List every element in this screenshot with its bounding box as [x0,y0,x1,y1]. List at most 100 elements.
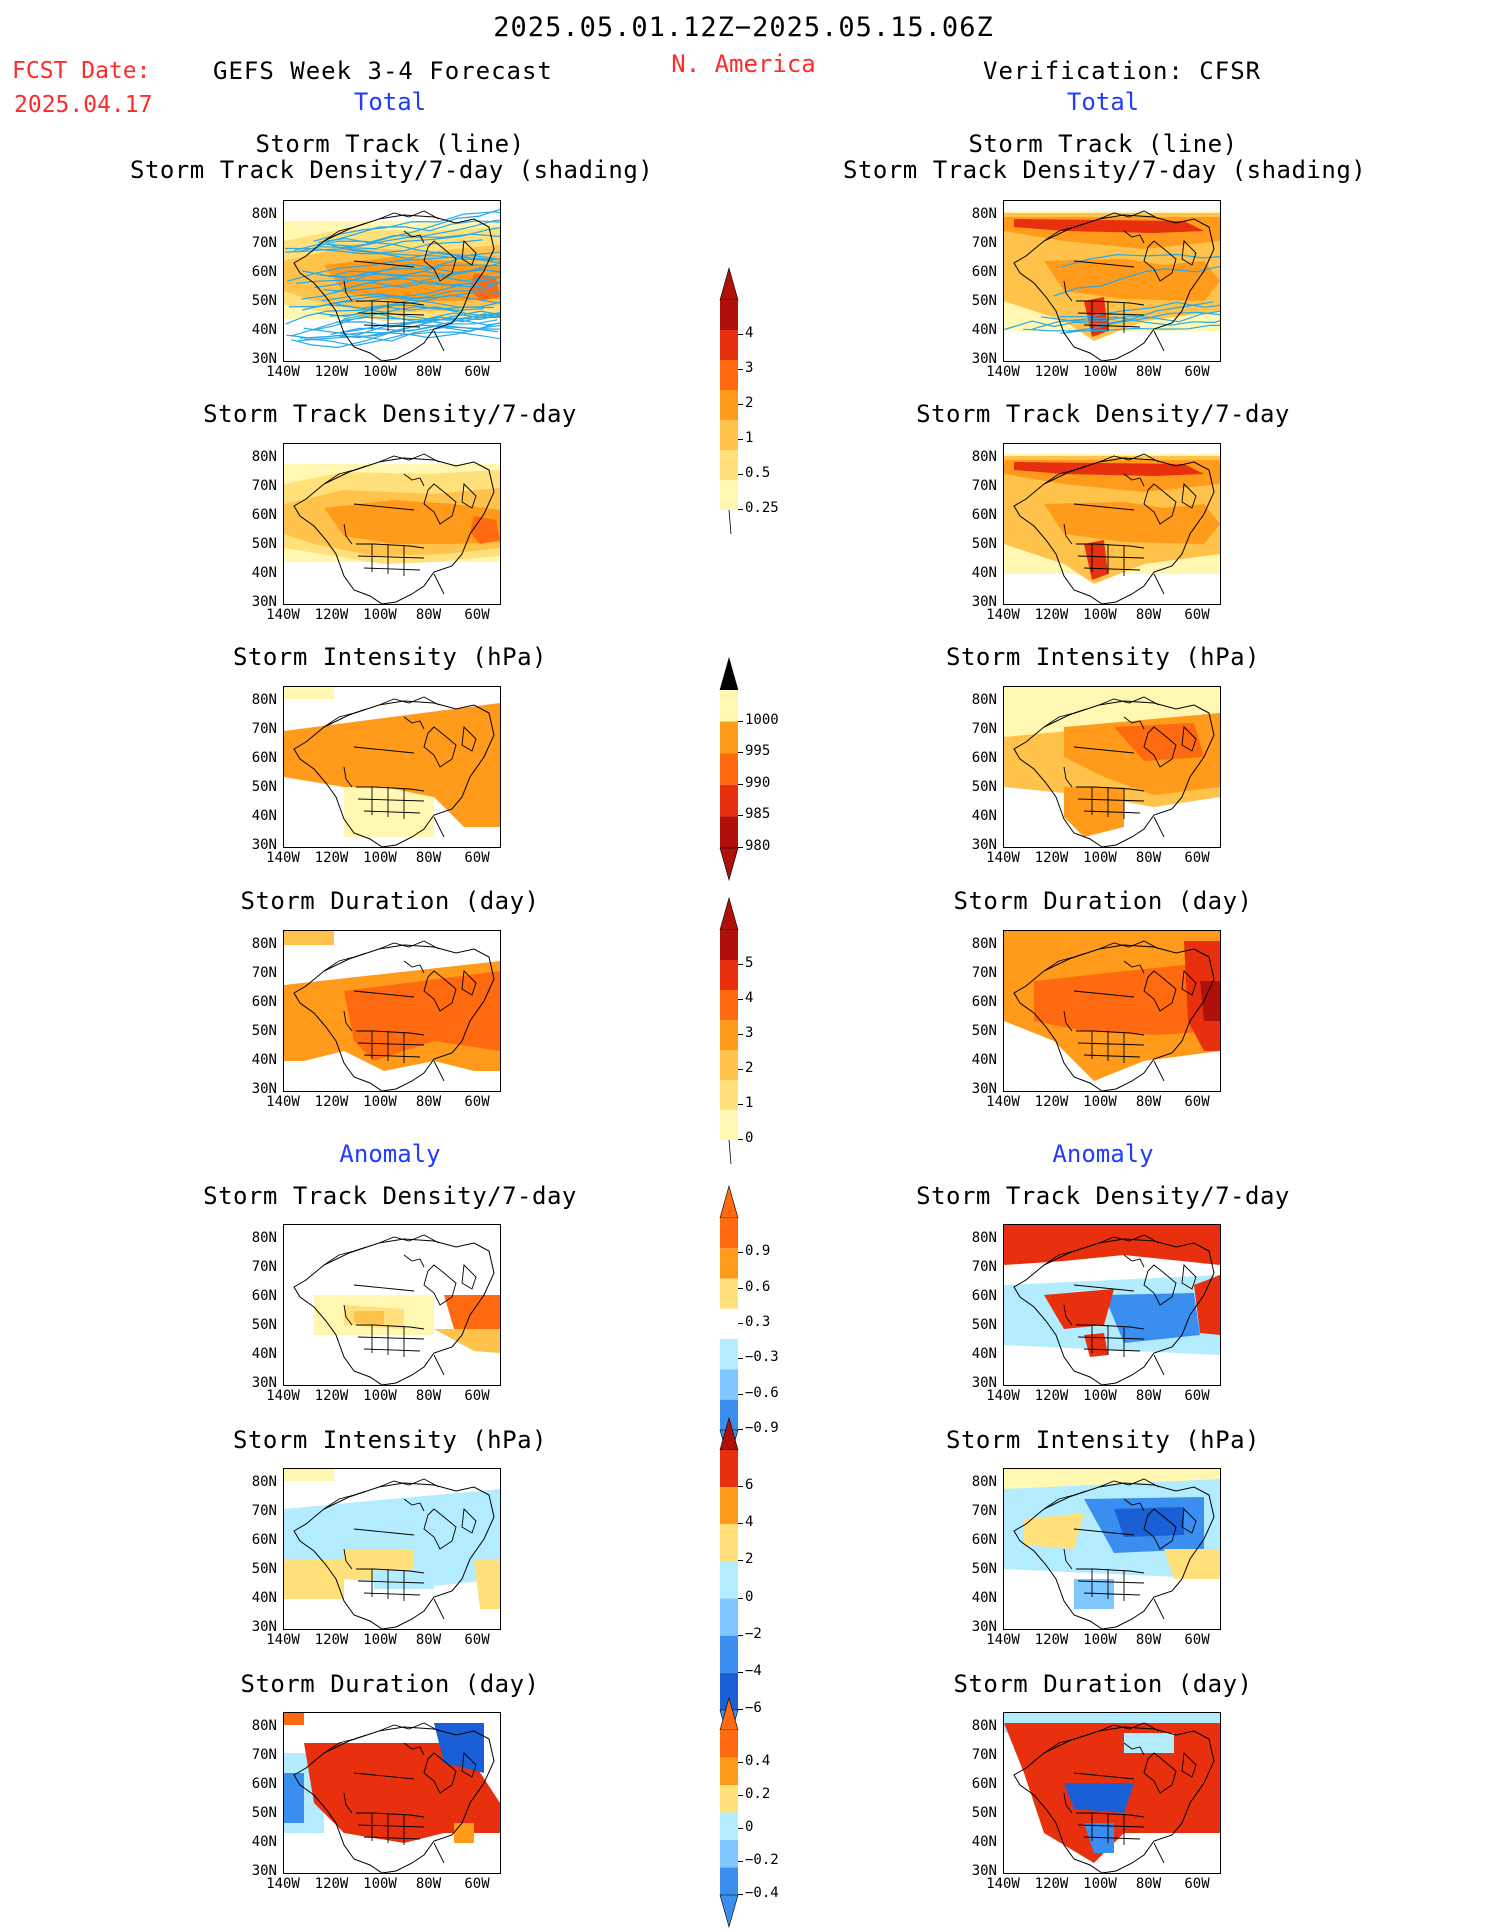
density-colorbar-label: 3 [745,360,754,376]
right-density-title: Storm Track Density/7-day [916,400,1290,428]
lon-tick-label: 60W [464,1388,490,1404]
lat-tick-label: 70N [971,235,997,251]
fcst-date-label: FCST Date: [12,58,151,84]
lon-tick-label: 80W [415,607,442,623]
lat-tick-label: 50N [971,1805,997,1821]
lat-tick-label: 80N [971,936,997,952]
lat-tick-label: 60N [971,1532,997,1548]
right-intensity-anom-title: Storm Intensity (hPa) [946,1426,1260,1454]
verification-density-anom-map [1003,1224,1221,1386]
lat-tick-label: 50N [971,1561,997,1577]
lon-tick-label: 80W [415,1632,442,1648]
lon-tick-label: 60W [1184,1632,1210,1648]
left-anomaly-label: Anomaly [339,1140,441,1168]
density-colorbar-label: 0.5 [745,465,771,481]
lat-tick-label: 40N [251,322,277,338]
date-range-title: 2025.05.01.12Z−2025.05.15.06Z [493,12,994,43]
lon-tick-label: 60W [464,1094,490,1110]
density-anom-colorbar [719,1184,739,1464]
duration-colorbar-label: 5 [745,955,754,971]
density-anom-colorbar-tick [738,1429,743,1430]
forecast-title: GEFS Week 3-4 Forecast [213,57,553,85]
lat-tick-label: 40N [251,1346,277,1362]
density-colorbar-tick [738,439,743,440]
lon-tick-label: 120W [314,850,349,866]
left-duration-title: Storm Duration (day) [240,887,540,915]
lon-tick-label: 100W [1083,1632,1117,1648]
duration-anom-colorbar [719,1696,739,1929]
lon-tick-label: 120W [314,1632,349,1648]
lon-tick-label: 120W [1034,607,1069,623]
intensity-anom-colorbar-label: −4 [745,1662,762,1679]
duration-anom-colorbar-label: 0.2 [745,1786,771,1802]
lat-tick-label: 70N [251,721,277,737]
duration-colorbar-tick [738,999,743,1000]
duration-colorbar-label: 4 [745,990,754,1006]
density-anom-colorbar-tick [738,1393,743,1395]
right-density-anom-title: Storm Track Density/7-day [916,1182,1290,1210]
lat-tick-label: 40N [251,1052,277,1068]
lon-tick-label: 120W [314,607,349,623]
lon-tick-label: 120W [1034,1632,1069,1648]
density-colorbar-label: 1 [745,430,754,446]
density-colorbar-tick [738,404,743,405]
lat-tick-label: 40N [251,1834,277,1850]
duration-colorbar-tick [738,1034,743,1035]
intensity-colorbar-tick [738,783,743,785]
duration-anom-colorbar-label: −0.2 [745,1852,779,1868]
lon-tick-label: 60W [464,1632,490,1648]
density-anom-colorbar-tick [738,1287,743,1289]
lat-tick-label: 30N [251,837,277,853]
forecast-density-map [283,443,501,605]
lon-tick-label: 140W [266,1876,300,1892]
lat-tick-label: 80N [971,692,997,708]
lon-tick-label: 60W [464,364,490,380]
lon-tick-label: 120W [314,364,349,380]
lat-tick-label: 50N [971,536,997,552]
forecast-intensity-anom-map [283,1468,501,1630]
lat-tick-label: 70N [971,1503,997,1519]
lat-tick-label: 80N [251,1230,277,1246]
lon-tick-label: 100W [1083,1876,1117,1892]
lat-tick-label: 80N [971,449,997,465]
lat-tick-label: 70N [971,721,997,737]
lon-tick-label: 80W [1135,364,1162,380]
lat-tick-label: 80N [971,1474,997,1490]
intensity-colorbar-tick [738,815,743,817]
intensity-colorbar-label: 980 [745,838,771,854]
lat-tick-label: 70N [251,1259,277,1275]
lon-tick-label: 60W [1184,1094,1210,1110]
density-colorbar-tick [738,334,743,335]
duration-colorbar-tick [738,1069,743,1070]
lat-tick-label: 40N [971,322,997,338]
lat-tick-label: 80N [251,692,277,708]
duration-anom-colorbar-tick [738,1795,743,1796]
lat-tick-label: 40N [971,1052,997,1068]
lon-tick-label: 80W [415,1876,442,1892]
right-total-label: Total [1066,88,1140,116]
right-duration-title: Storm Duration (day) [953,887,1253,915]
intensity-colorbar [719,656,739,882]
lon-tick-label: 80W [1135,1388,1162,1404]
verification-track-map [1003,200,1221,362]
duration-colorbar-label: 2 [745,1060,754,1076]
lon-tick-label: 60W [1184,1388,1210,1404]
lat-tick-label: 60N [971,1288,997,1304]
lat-tick-label: 30N [251,594,277,610]
lon-tick-label: 100W [363,1632,397,1648]
intensity-colorbar-label: 985 [745,806,771,823]
lon-tick-label: 100W [1083,1388,1117,1404]
lon-tick-label: 80W [415,1388,442,1404]
lon-tick-label: 140W [986,850,1020,866]
density-anom-colorbar-label: 0.3 [745,1314,771,1330]
lat-tick-label: 40N [251,565,277,581]
intensity-colorbar-label: 995 [745,743,771,760]
density-colorbar-tick [738,474,743,475]
verification-density-map [1003,443,1221,605]
duration-anom-colorbar-label: −0.4 [745,1885,779,1901]
lon-tick-label: 100W [363,1094,397,1110]
duration-anom-colorbar-tick [738,1894,743,1895]
lat-tick-label: 60N [251,507,277,523]
left-intensity-title: Storm Intensity (hPa) [233,643,547,671]
left-track-shading-title: Storm Track Density/7-day (shading) [130,156,654,184]
